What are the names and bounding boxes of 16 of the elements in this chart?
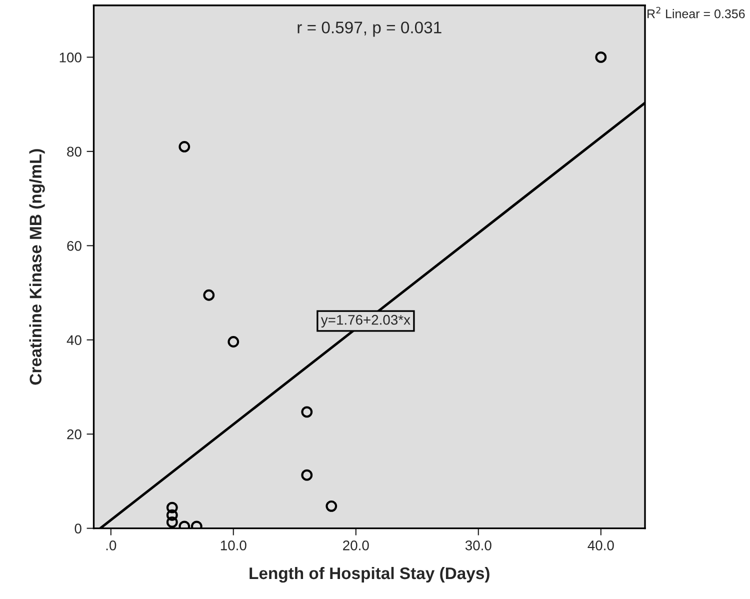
x-tick-label: 10.0 xyxy=(220,540,246,550)
y-tick-label: 60 xyxy=(67,240,82,251)
annotation: r = 0.597, p = 0.031 xyxy=(298,22,442,37)
text: R$^{2}$ Linear = 0.356 xyxy=(648,6,745,18)
x-tick-label: .0 xyxy=(106,540,116,550)
y-tick-label: 80 xyxy=(67,146,82,157)
y-tick-label: 40 xyxy=(66,335,82,346)
y-axis-title: Creatinine Kinase MB (ng/mL) xyxy=(29,149,45,385)
x-tick-label: 30.0 xyxy=(465,540,492,550)
annotation: y=1.76+2.03*x xyxy=(320,314,410,328)
x-axis-title: Length of Hospital Stay (Days) xyxy=(250,566,490,583)
x-tick-label: 20.0 xyxy=(343,540,369,550)
y-tick-label: 0 xyxy=(74,524,82,534)
x-tick-label: 40.0 xyxy=(588,540,614,550)
y-tick-label: 20 xyxy=(67,429,82,440)
y-tick-label: 100 xyxy=(60,52,82,62)
